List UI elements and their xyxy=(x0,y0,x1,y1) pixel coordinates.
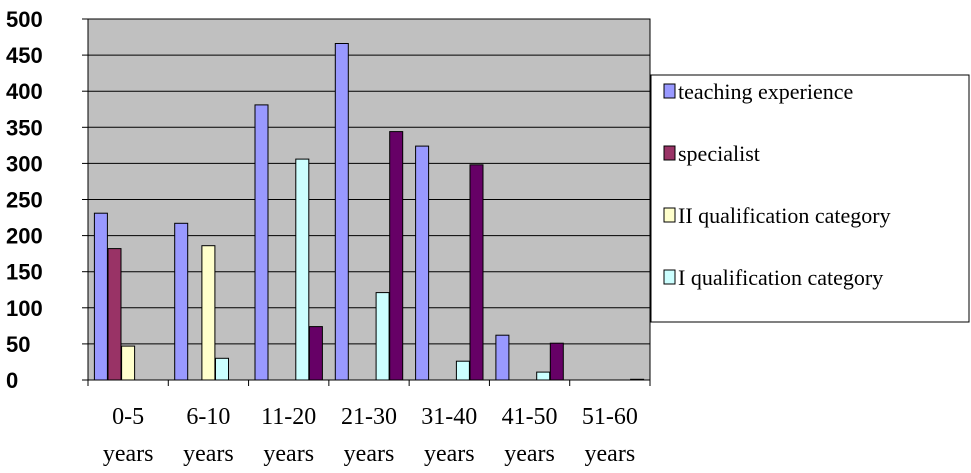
x-tick-label: years xyxy=(103,441,154,467)
axes xyxy=(82,18,651,386)
x-tick-label: years xyxy=(585,441,636,467)
bar xyxy=(93,212,108,381)
y-tick-label: 500 xyxy=(6,7,43,32)
x-tick-labels: 0-5 years 6-10 years 11-20 years 21-30 years 31-… xyxy=(103,404,638,467)
bar xyxy=(254,104,269,381)
bar xyxy=(455,360,470,381)
legend-label: specialist xyxy=(678,141,760,166)
y-tick-label: 250 xyxy=(6,188,43,213)
legend-swatch xyxy=(663,269,676,285)
x-tick-label: years xyxy=(183,441,234,467)
legend-label: teaching experience xyxy=(678,79,853,104)
legend-swatch xyxy=(663,207,676,223)
x-tick-label: 11-20 xyxy=(261,404,316,430)
legend-box xyxy=(650,74,970,323)
y-tick-label: 200 xyxy=(6,224,43,249)
legend: teaching experience specialist II qualific… xyxy=(663,79,891,290)
y-tick-label: 400 xyxy=(6,79,43,104)
x-tick-label: 21-30 xyxy=(341,404,397,430)
bar xyxy=(121,345,136,381)
y-tick-label: 350 xyxy=(6,115,43,140)
legend-swatch xyxy=(663,145,676,161)
x-tick-label: years xyxy=(344,441,395,467)
x-tick-label: 0-5 xyxy=(112,404,144,430)
x-tick-label: years xyxy=(504,441,555,467)
bar xyxy=(295,158,310,381)
x-tick-label: years xyxy=(263,441,314,467)
bar xyxy=(334,43,349,381)
bar xyxy=(107,248,122,381)
y-tick-label: 450 xyxy=(6,43,43,68)
bar xyxy=(469,164,484,381)
bar xyxy=(495,334,510,381)
y-tick-label: 300 xyxy=(6,151,43,176)
legend-swatch xyxy=(663,83,676,99)
y-tick-label: 100 xyxy=(6,296,43,321)
x-tick-label: 6-10 xyxy=(186,404,230,430)
y-tick-label: 150 xyxy=(6,260,43,285)
bar xyxy=(549,342,564,381)
bar xyxy=(215,357,229,381)
bar xyxy=(389,131,404,381)
y-tick-label: 50 xyxy=(6,332,30,357)
bar xyxy=(415,145,430,381)
x-tick-label: 41-50 xyxy=(502,404,558,430)
y-tick-labels: 0 50 100 150 200 250 300 350 400 450 500 xyxy=(6,7,43,393)
bar xyxy=(308,326,323,381)
bar xyxy=(536,371,551,381)
legend-label: II qualification category xyxy=(678,203,891,228)
x-tick-label: years xyxy=(424,441,475,467)
x-tick-label: 31-40 xyxy=(421,404,477,430)
bar xyxy=(375,292,390,381)
bars xyxy=(93,43,645,381)
bar xyxy=(174,222,189,381)
x-tick-label: 51-60 xyxy=(582,404,638,430)
y-tick-label: 0 xyxy=(6,368,18,393)
legend-label: I qualification category xyxy=(678,265,883,290)
bar xyxy=(201,245,216,381)
